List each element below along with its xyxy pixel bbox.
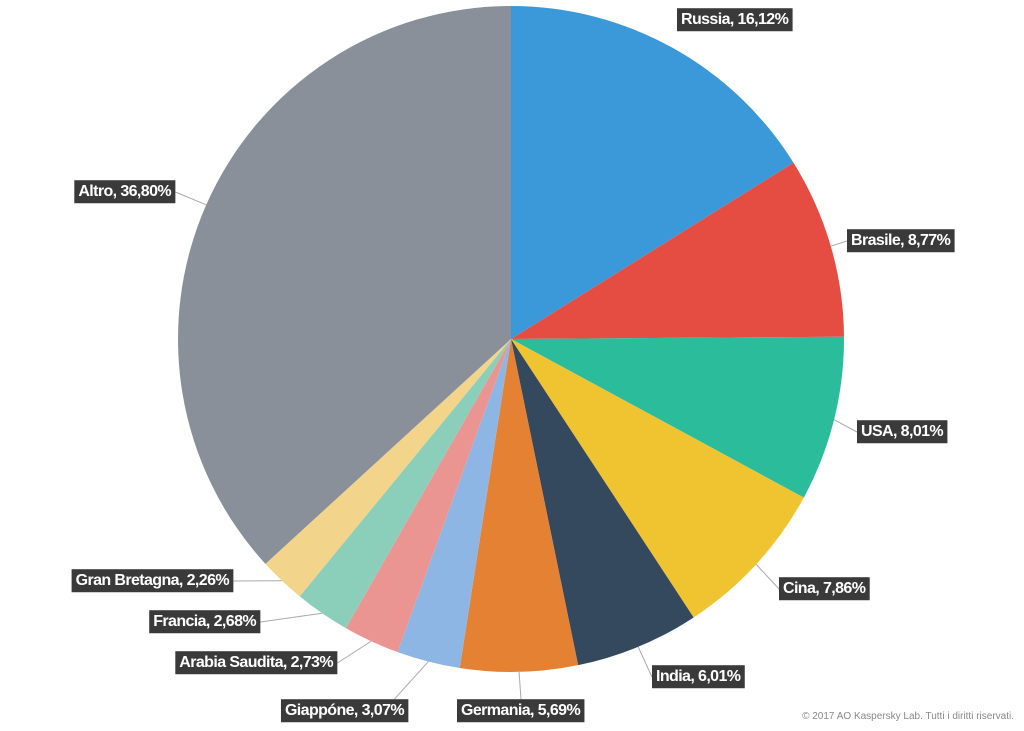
- footnote: © 2017 AO Kaspersky Lab. Tutti i diritti…: [802, 711, 1014, 722]
- label-box: [71, 569, 234, 593]
- label-box: [149, 610, 261, 634]
- slice-label: Russia, 16,12%: [677, 8, 793, 32]
- label-box: [677, 8, 793, 32]
- slice-label: Arabia Saudita, 2,73%: [175, 651, 338, 675]
- label-box: [779, 577, 870, 601]
- label-box: [857, 420, 948, 444]
- slice-label: India, 6,01%: [652, 665, 745, 689]
- leader-line: [637, 646, 653, 678]
- pie-slice: [511, 162, 844, 339]
- slice-label: Germania, 5,69%: [457, 699, 585, 723]
- pie-slice: [511, 6, 794, 339]
- slice-label: USA, 8,01%: [857, 420, 948, 444]
- leader-lines: [175, 191, 858, 700]
- slice-label-text: Germania, 5,69%: [461, 702, 580, 719]
- leader-line: [393, 661, 429, 700]
- label-box: [280, 699, 409, 723]
- slice-label: Brasile, 8,77%: [847, 229, 955, 253]
- slice-label: Altro, 36,80%: [74, 180, 176, 204]
- slice-label-text: Russia, 16,12%: [681, 11, 789, 28]
- slice-label: Cina, 7,86%: [779, 577, 870, 601]
- label-box: [175, 651, 338, 675]
- slice-label-text: India, 6,01%: [656, 668, 741, 685]
- slice-label: Gran Bretagna, 2,26%: [71, 569, 234, 593]
- label-box: [652, 665, 745, 689]
- label-box: [74, 180, 176, 204]
- pie-slice: [265, 339, 511, 597]
- leader-line: [337, 640, 372, 664]
- slice-label-text: Arabia Saudita, 2,73%: [179, 654, 333, 671]
- leader-line: [260, 612, 323, 623]
- pie-slice: [397, 339, 511, 669]
- pie-slice: [345, 339, 511, 653]
- leader-line: [833, 419, 858, 433]
- slice-label: Giappóne, 3,07%: [280, 699, 409, 723]
- slice-label-text: Brasile, 8,77%: [851, 232, 951, 249]
- label-box: [847, 229, 955, 253]
- slice-label-text: Gran Bretagna, 2,26%: [76, 572, 230, 589]
- pie-slice: [299, 339, 511, 629]
- slice-label-text: Altro, 36,80%: [78, 183, 171, 200]
- slice-label-text: USA, 8,01%: [861, 423, 943, 440]
- label-box: [457, 699, 585, 723]
- leader-line: [175, 191, 207, 206]
- pie-slice: [511, 336, 845, 498]
- pie-slice: [459, 339, 579, 672]
- pie-slice: [511, 339, 694, 666]
- slice-label-text: Giappóne, 3,07%: [285, 702, 404, 719]
- slice-label: Francia, 2,68%: [149, 610, 261, 634]
- leader-line: [755, 564, 780, 590]
- leader-line: [518, 671, 522, 700]
- pie-slice: [178, 6, 511, 564]
- pie-slice: [511, 339, 804, 618]
- leader-line: [830, 240, 848, 247]
- slice-label-text: Cina, 7,86%: [783, 580, 866, 597]
- slice-label-text: Francia, 2,68%: [153, 613, 256, 630]
